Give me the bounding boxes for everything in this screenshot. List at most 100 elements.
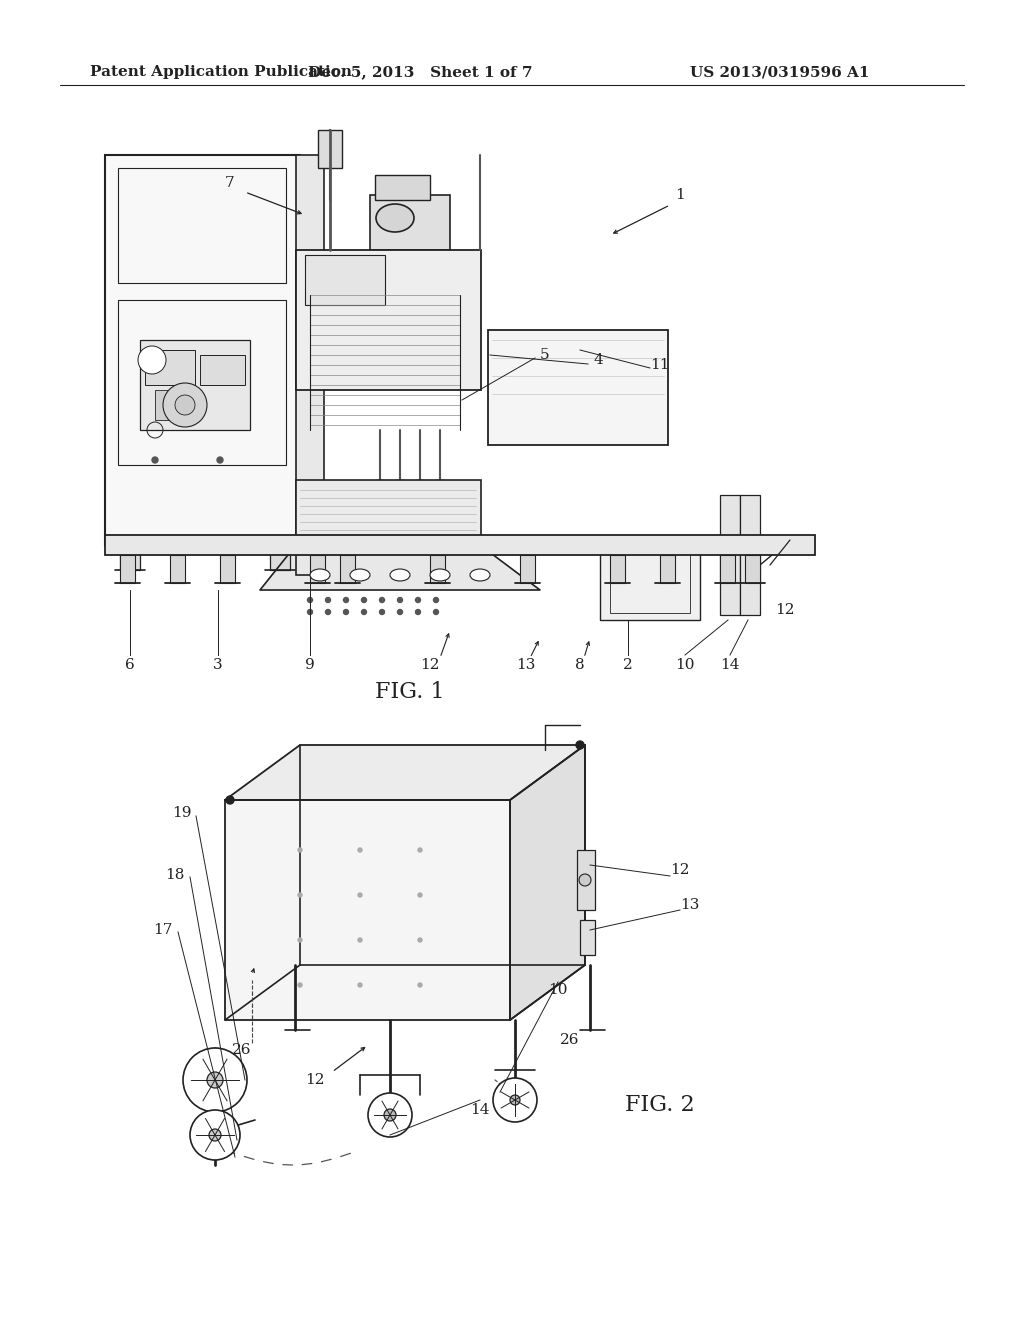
- Circle shape: [163, 383, 207, 426]
- Circle shape: [217, 457, 223, 463]
- Circle shape: [397, 610, 402, 615]
- Bar: [430, 554, 445, 583]
- Text: 6: 6: [125, 657, 135, 672]
- Circle shape: [433, 598, 438, 602]
- Text: 8: 8: [575, 657, 585, 672]
- Text: 19: 19: [172, 807, 191, 820]
- Circle shape: [433, 610, 438, 615]
- Text: 10: 10: [675, 657, 694, 672]
- Text: US 2013/0319596 A1: US 2013/0319596 A1: [690, 65, 870, 79]
- Bar: [140, 341, 250, 430]
- Text: 10: 10: [548, 983, 567, 997]
- Bar: [270, 540, 290, 570]
- Bar: [740, 495, 760, 615]
- Bar: [488, 330, 668, 445]
- Bar: [155, 389, 190, 420]
- Bar: [318, 129, 342, 168]
- Bar: [720, 495, 740, 615]
- Text: Dec. 5, 2013   Sheet 1 of 7: Dec. 5, 2013 Sheet 1 of 7: [308, 65, 532, 79]
- Circle shape: [343, 598, 348, 602]
- Circle shape: [152, 457, 158, 463]
- Circle shape: [326, 598, 331, 602]
- Circle shape: [510, 1096, 520, 1105]
- Bar: [118, 168, 286, 282]
- Text: 26: 26: [232, 1043, 252, 1057]
- Circle shape: [298, 983, 302, 987]
- Ellipse shape: [350, 569, 370, 581]
- Bar: [577, 850, 595, 909]
- Bar: [520, 554, 535, 583]
- Circle shape: [397, 598, 402, 602]
- Bar: [105, 154, 300, 545]
- Text: 13: 13: [516, 657, 536, 672]
- Bar: [745, 554, 760, 583]
- Circle shape: [138, 346, 166, 374]
- Circle shape: [298, 939, 302, 942]
- Polygon shape: [510, 744, 585, 1020]
- Text: 14: 14: [720, 657, 739, 672]
- Circle shape: [380, 598, 384, 602]
- Text: Patent Application Publication: Patent Application Publication: [90, 65, 352, 79]
- Bar: [660, 554, 675, 583]
- Text: 2: 2: [624, 657, 633, 672]
- Circle shape: [226, 796, 234, 804]
- Circle shape: [380, 610, 384, 615]
- Text: 1: 1: [675, 187, 685, 202]
- Bar: [296, 249, 481, 389]
- Circle shape: [361, 598, 367, 602]
- Bar: [375, 176, 430, 201]
- Text: 12: 12: [420, 657, 439, 672]
- Text: 26: 26: [560, 1034, 580, 1047]
- Bar: [296, 154, 324, 576]
- Bar: [120, 554, 135, 583]
- Text: 12: 12: [305, 1073, 325, 1086]
- Circle shape: [416, 598, 421, 602]
- Circle shape: [493, 1078, 537, 1122]
- Ellipse shape: [430, 569, 450, 581]
- Bar: [370, 195, 450, 249]
- Bar: [580, 920, 595, 954]
- Bar: [310, 554, 325, 583]
- Circle shape: [416, 610, 421, 615]
- Bar: [600, 540, 700, 620]
- Bar: [296, 480, 481, 545]
- Text: FIG. 2: FIG. 2: [626, 1094, 695, 1115]
- Ellipse shape: [470, 569, 490, 581]
- Text: 12: 12: [671, 863, 690, 876]
- Circle shape: [358, 983, 362, 987]
- Text: 9: 9: [305, 657, 314, 672]
- Circle shape: [418, 939, 422, 942]
- Polygon shape: [260, 545, 540, 590]
- Text: 14: 14: [470, 1104, 489, 1117]
- Bar: [120, 540, 140, 570]
- Bar: [170, 554, 185, 583]
- Ellipse shape: [310, 569, 330, 581]
- Circle shape: [307, 610, 312, 615]
- Text: FIG. 1: FIG. 1: [375, 681, 444, 704]
- Circle shape: [298, 894, 302, 898]
- Text: 13: 13: [680, 898, 699, 912]
- Circle shape: [298, 847, 302, 851]
- Ellipse shape: [390, 569, 410, 581]
- Circle shape: [418, 983, 422, 987]
- Text: 11: 11: [650, 358, 670, 372]
- Bar: [220, 554, 234, 583]
- Bar: [720, 554, 735, 583]
- Text: 3: 3: [213, 657, 223, 672]
- Circle shape: [384, 1109, 396, 1121]
- Bar: [610, 554, 625, 583]
- Polygon shape: [225, 744, 585, 800]
- Text: 17: 17: [154, 923, 173, 937]
- Bar: [305, 255, 385, 305]
- Bar: [145, 350, 195, 385]
- Circle shape: [575, 741, 584, 748]
- Text: 5: 5: [541, 348, 550, 362]
- Circle shape: [190, 1110, 240, 1160]
- Bar: [118, 300, 286, 465]
- Circle shape: [361, 610, 367, 615]
- Circle shape: [209, 1129, 221, 1140]
- Text: 18: 18: [165, 869, 184, 882]
- Polygon shape: [225, 800, 510, 1020]
- Circle shape: [183, 1048, 247, 1111]
- Circle shape: [343, 610, 348, 615]
